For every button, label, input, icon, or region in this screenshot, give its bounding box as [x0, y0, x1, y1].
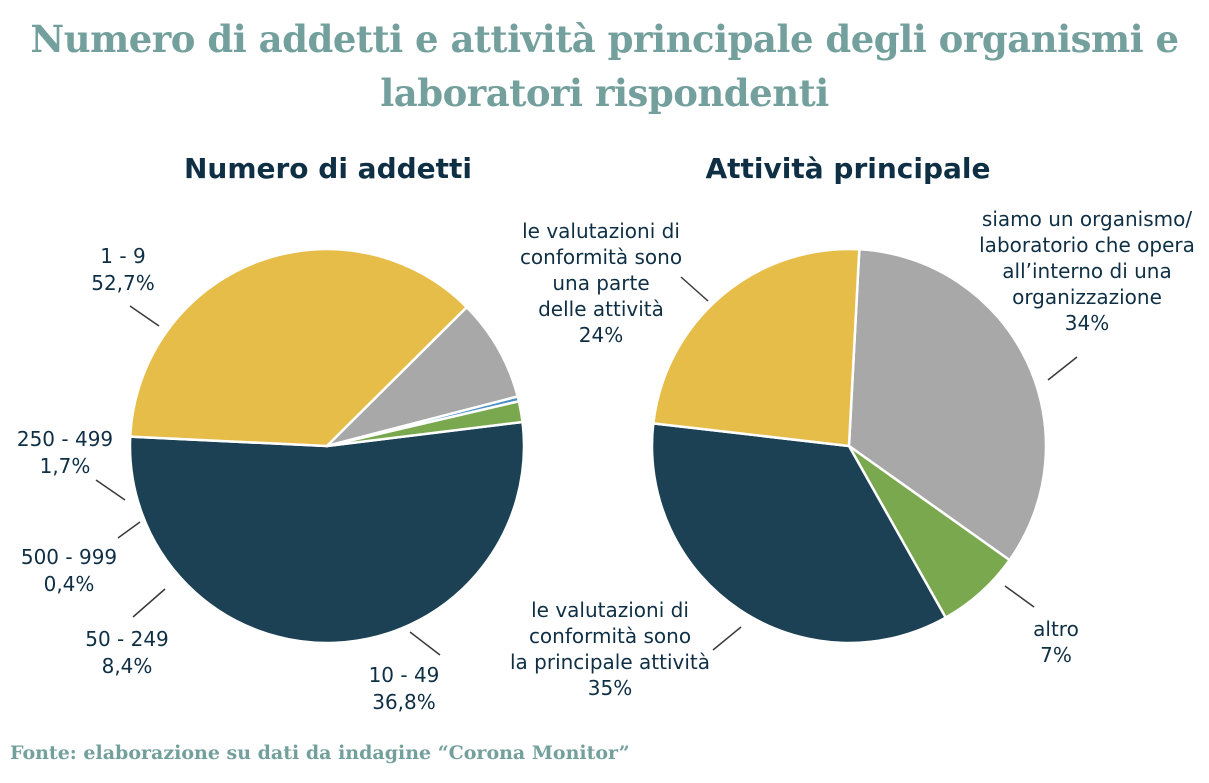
leader-50-249	[132, 588, 166, 618]
addetti-slice-50-249	[325, 305, 519, 448]
leader-principale-attivita	[712, 626, 742, 651]
label-1-9: 1 - 9 52,7%	[91, 244, 155, 295]
addetti-slice-10-49	[128, 247, 469, 448]
label-organizzazione: siamo un organismo/laboratorio che opera…	[979, 207, 1195, 335]
pie-labels: 1 - 9 52,7% 250 - 499 1,7% 500 - 999 0,4% 50 -…	[17, 207, 1195, 714]
leader-parte-attivita	[680, 276, 709, 302]
label-50-249: 50 - 249 8,4%	[85, 627, 169, 678]
attivita-slice-siamo-un-organismo-laboratorio	[847, 248, 1048, 562]
label-250-499: 250 - 499 1,7%	[17, 427, 113, 478]
attivita-slice-le-valutazioni-di-conformit-so	[652, 247, 861, 448]
addetti-slice-1-9	[128, 420, 526, 645]
leader-organizzazione	[1047, 356, 1078, 381]
leader-10-49	[409, 631, 441, 656]
pie-addetti	[128, 247, 526, 645]
label-10-49: 10 - 49 36,8%	[369, 663, 440, 714]
chart-title-attivita: Attività principale	[705, 152, 991, 185]
chart-title-addetti: Numero di addetti	[183, 152, 473, 185]
addetti-slice-250-499	[325, 400, 524, 448]
leader-altro	[1004, 585, 1035, 608]
pie-attivita	[650, 247, 1048, 645]
leader-250-499	[95, 479, 126, 501]
label-altro: altro 7%	[1033, 617, 1079, 667]
page-title: Numero di addetti e attività principale …	[30, 17, 1179, 115]
label-parte-attivita: le valutazioni di conformità sono una part…	[520, 219, 682, 347]
leader-500-999	[117, 521, 141, 539]
source-note: Fonte: elaborazione su dati da indagine …	[10, 742, 630, 764]
leader-1-9	[129, 305, 160, 327]
label-principale-attivita: le valutazioni di conformità sono la princ…	[510, 598, 710, 700]
label-500-999: 500 - 999 0,4%	[21, 545, 117, 596]
attivita-slice-le-valutazioni-di-conformit-so	[650, 422, 947, 645]
